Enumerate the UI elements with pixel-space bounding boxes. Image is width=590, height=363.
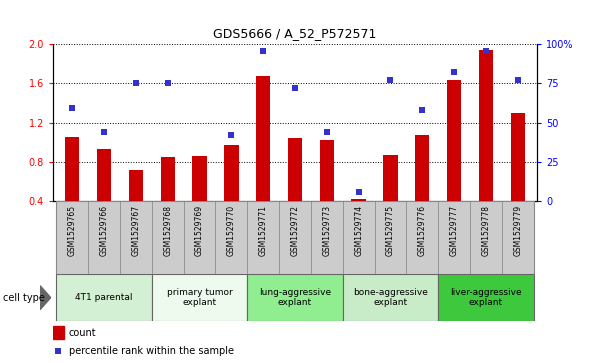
Text: GSM1529776: GSM1529776 (418, 205, 427, 256)
Title: GDS5666 / A_52_P572571: GDS5666 / A_52_P572571 (214, 26, 376, 40)
Bar (152, 201, 183, 274)
Text: GSM1529775: GSM1529775 (386, 205, 395, 256)
Bar (97, 149, 111, 241)
Bar (502, 201, 534, 274)
Text: GSM1529774: GSM1529774 (354, 205, 363, 256)
Bar (407, 201, 438, 274)
Text: GSM1529766: GSM1529766 (100, 205, 109, 256)
Text: GSM1529771: GSM1529771 (258, 205, 268, 256)
Text: GSM1529777: GSM1529777 (450, 205, 458, 256)
Text: bone-aggressive
explant: bone-aggressive explant (353, 288, 428, 307)
Bar (510, 113, 525, 241)
Bar (53, 326, 64, 339)
Bar (384, 155, 398, 241)
Bar (183, 201, 215, 274)
Text: primary tumor
explant: primary tumor explant (166, 288, 232, 307)
Bar (479, 50, 493, 241)
Bar (160, 157, 175, 241)
Bar (288, 138, 302, 241)
Bar (247, 201, 279, 274)
Bar (56, 201, 88, 274)
Bar (343, 201, 375, 274)
Polygon shape (40, 286, 51, 310)
Text: GSM1529765: GSM1529765 (68, 205, 77, 256)
Bar (224, 145, 238, 241)
Text: liver-aggressive
explant: liver-aggressive explant (450, 288, 522, 307)
Bar (247, 274, 343, 321)
Bar (470, 201, 502, 274)
Bar (415, 135, 430, 241)
Text: percentile rank within the sample: percentile rank within the sample (68, 346, 234, 356)
Text: GSM1529772: GSM1529772 (290, 205, 300, 256)
Text: GSM1529779: GSM1529779 (513, 205, 522, 256)
Bar (88, 201, 120, 274)
Bar (65, 137, 80, 241)
Text: GSM1529769: GSM1529769 (195, 205, 204, 256)
Text: cell type: cell type (3, 293, 45, 303)
Bar (120, 201, 152, 274)
Bar (129, 170, 143, 241)
Bar (438, 201, 470, 274)
Bar (279, 201, 311, 274)
Text: count: count (68, 328, 96, 338)
Bar (375, 201, 407, 274)
Text: lung-aggressive
explant: lung-aggressive explant (259, 288, 331, 307)
Bar (215, 201, 247, 274)
Text: GSM1529767: GSM1529767 (132, 205, 140, 256)
Bar (311, 201, 343, 274)
Bar (152, 274, 247, 321)
Bar (256, 76, 270, 241)
Bar (320, 140, 334, 241)
Text: GSM1529770: GSM1529770 (227, 205, 236, 256)
Text: GSM1529773: GSM1529773 (322, 205, 332, 256)
Text: 4T1 parental: 4T1 parental (76, 293, 133, 302)
Bar (352, 200, 366, 241)
Bar (438, 274, 534, 321)
Bar (343, 274, 438, 321)
Bar (447, 80, 461, 241)
Bar (192, 156, 206, 241)
Text: GSM1529778: GSM1529778 (481, 205, 490, 256)
Text: GSM1529768: GSM1529768 (163, 205, 172, 256)
Bar (56, 274, 152, 321)
